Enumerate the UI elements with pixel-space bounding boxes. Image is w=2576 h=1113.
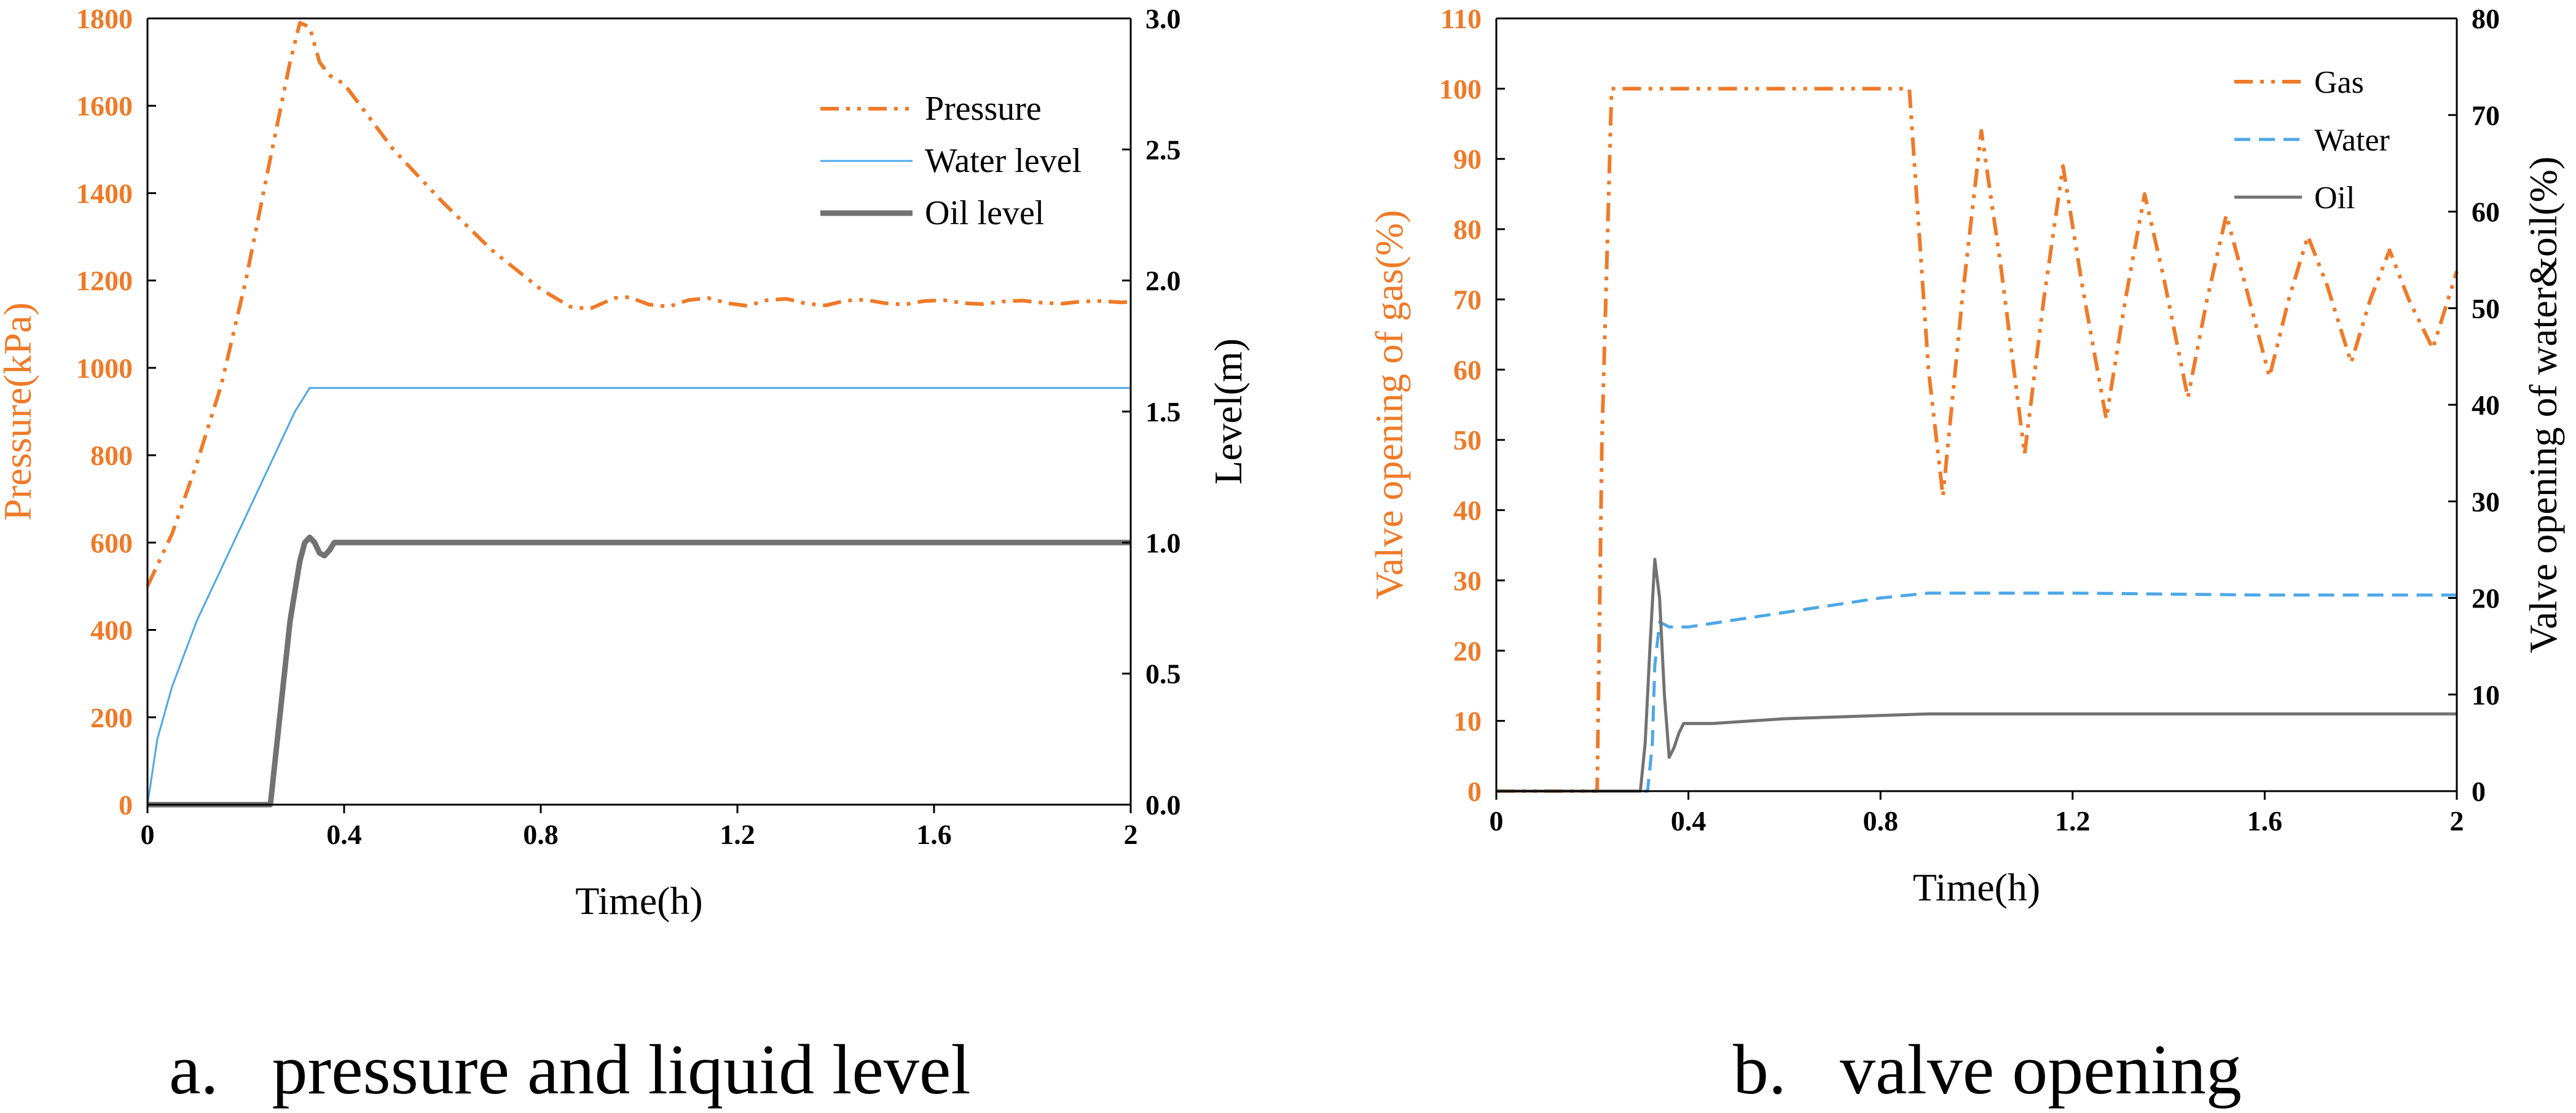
left-y-tick-label: 10 xyxy=(1453,706,1482,737)
x-tick-label: 0.4 xyxy=(1671,805,1706,837)
right-y-tick-label: 60 xyxy=(2472,197,2500,228)
legend: Gas Water Oil xyxy=(2234,65,2390,216)
left-y-tick-label: 40 xyxy=(1453,495,1482,526)
left-y-tick-label: 60 xyxy=(1453,354,1482,386)
left-y-axis-label: Valve opening of gas(%) xyxy=(1367,210,1411,599)
left-y-tick-label: 400 xyxy=(90,615,133,646)
x-tick-label: 0 xyxy=(141,819,155,850)
left-y-tick-label: 800 xyxy=(90,440,133,471)
legend-label: Oil level xyxy=(925,194,1044,232)
left-y-tick-label: 0 xyxy=(1467,776,1482,807)
left-y-tick-label: 1200 xyxy=(76,265,133,297)
x-tick-label: 1.2 xyxy=(720,819,755,850)
left-y-tick-label: 100 xyxy=(1439,73,1482,104)
x-tick-label: 1.2 xyxy=(2055,805,2091,837)
x-tick-label: 0 xyxy=(1490,805,1504,837)
left-y-tick-label: 70 xyxy=(1453,284,1482,315)
x-tick-label: 2 xyxy=(1124,819,1138,850)
left-y-tick-label: 1400 xyxy=(76,178,133,209)
legend-label: Pressure xyxy=(925,90,1042,128)
right-y-tick-label: 0.5 xyxy=(1145,658,1181,690)
right-y-tick-label: 2.0 xyxy=(1145,265,1181,297)
left-y-tick-label: 50 xyxy=(1453,424,1482,456)
legend-label: Water level xyxy=(925,142,1082,180)
right-y-tick-label: 70 xyxy=(2472,100,2500,131)
x-tick-label: 1.6 xyxy=(916,819,952,850)
left-y-axis-label: Pressure(kPa) xyxy=(0,302,39,520)
right-y-tick-label: 20 xyxy=(2472,583,2500,614)
right-y-tick-label: 1.5 xyxy=(1145,396,1181,428)
panel-caption: a. pressure and liquid level xyxy=(169,1031,971,1109)
left-y-tick-label: 30 xyxy=(1453,565,1482,596)
x-tick-label: 2 xyxy=(2450,805,2464,837)
panel-caption: b. valve opening xyxy=(1733,1031,2242,1109)
left-y-tick-label: 80 xyxy=(1453,214,1482,245)
x-axis-label: Time(h) xyxy=(575,879,702,923)
legend-label: Water xyxy=(2314,123,2390,158)
left-y-tick-label: 1800 xyxy=(76,3,133,34)
right-y-tick-label: 3.0 xyxy=(1145,3,1181,34)
x-axis-label: Time(h) xyxy=(1913,865,2040,909)
x-tick-label: 1.6 xyxy=(2247,805,2283,837)
series-line-water-level xyxy=(146,387,1131,805)
legend-label: Gas xyxy=(2314,65,2364,100)
right-y-axis-label: Level(m) xyxy=(1206,338,1250,485)
series-line-water xyxy=(1496,592,2457,793)
left-y-tick-label: 20 xyxy=(1453,635,1482,666)
left-y-tick-label: 0 xyxy=(119,789,133,821)
x-tick-label: 0.4 xyxy=(326,819,362,850)
left-y-tick-label: 110 xyxy=(1441,3,1482,34)
right-y-tick-label: 1.0 xyxy=(1145,527,1181,558)
series-line-oil xyxy=(1496,558,2457,793)
right-y-tick-label: 50 xyxy=(2472,293,2500,324)
series-line-oil-level xyxy=(147,534,1131,808)
right-y-tick-label: 0 xyxy=(2472,776,2486,807)
panel-a: 0 0.4 0.8 1.2 1.6 2 0 200 400 600 800 1000 1200 1400 1… xyxy=(0,3,1250,1109)
left-y-tick-label: 200 xyxy=(90,702,133,733)
right-y-tick-label: 80 xyxy=(2472,3,2500,34)
right-y-axis-label: Valve opening of water&oil(%) xyxy=(2521,157,2565,654)
legend-label: Oil xyxy=(2314,181,2355,216)
series-line-gas xyxy=(1496,87,2459,793)
left-y-tick-label: 600 xyxy=(90,527,133,558)
x-tick-label: 0.8 xyxy=(523,819,559,850)
panel-b: 0 0.4 0.8 1.2 1.6 201020304050607080901001100… xyxy=(1367,3,2565,1109)
left-y-tick-label: 1600 xyxy=(76,90,133,122)
series-line-pressure xyxy=(146,21,1131,587)
right-y-tick-label: 10 xyxy=(2472,679,2500,711)
legend: Pressure Water level Oil level xyxy=(820,90,1082,232)
right-y-tick-label: 0.0 xyxy=(1145,789,1181,821)
right-y-tick-label: 2.5 xyxy=(1145,134,1181,165)
x-tick-label: 0.8 xyxy=(1863,805,1898,837)
left-y-tick-label: 1000 xyxy=(76,353,133,384)
right-y-tick-label: 40 xyxy=(2472,389,2500,421)
left-y-tick-label: 90 xyxy=(1453,144,1482,175)
right-y-tick-label: 30 xyxy=(2472,486,2500,517)
